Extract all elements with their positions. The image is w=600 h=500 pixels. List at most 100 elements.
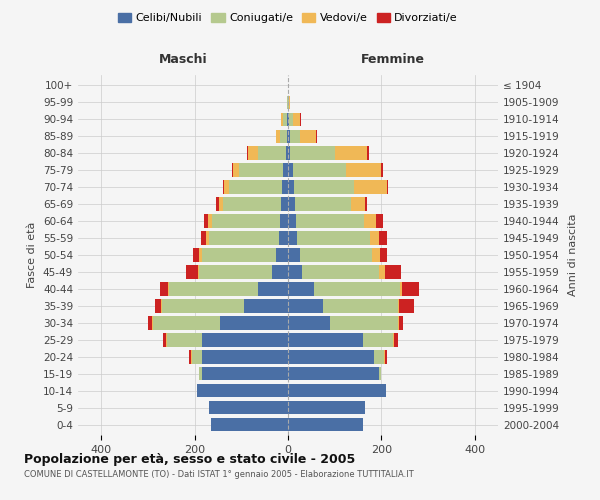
Bar bbox=[288, 180, 293, 194]
Bar bbox=[293, 164, 346, 176]
Bar bbox=[233, 164, 239, 176]
Bar bbox=[206, 232, 209, 244]
Bar bbox=[288, 316, 330, 330]
Bar bbox=[330, 316, 398, 330]
Bar bbox=[379, 266, 385, 278]
Bar bbox=[288, 418, 362, 432]
Bar bbox=[232, 164, 233, 176]
Bar bbox=[272, 266, 288, 278]
Bar bbox=[346, 164, 382, 176]
Bar bbox=[160, 282, 168, 296]
Bar bbox=[287, 130, 288, 143]
Bar bbox=[223, 198, 281, 210]
Bar bbox=[379, 367, 382, 380]
Bar bbox=[374, 350, 383, 364]
Bar bbox=[209, 232, 278, 244]
Bar bbox=[163, 334, 166, 346]
Bar bbox=[385, 266, 401, 278]
Bar bbox=[202, 367, 288, 380]
Bar bbox=[288, 334, 362, 346]
Bar bbox=[385, 350, 387, 364]
Bar bbox=[293, 180, 354, 194]
Bar bbox=[239, 164, 283, 176]
Y-axis label: Fasce di età: Fasce di età bbox=[28, 222, 37, 288]
Bar bbox=[199, 248, 202, 262]
Bar bbox=[281, 198, 288, 210]
Bar bbox=[288, 300, 323, 312]
Bar bbox=[354, 180, 387, 194]
Bar bbox=[215, 198, 220, 210]
Bar bbox=[166, 334, 167, 346]
Bar bbox=[314, 282, 400, 296]
Bar bbox=[203, 214, 208, 228]
Bar bbox=[287, 112, 288, 126]
Bar bbox=[370, 232, 379, 244]
Bar bbox=[289, 96, 290, 109]
Bar bbox=[280, 214, 288, 228]
Bar bbox=[288, 96, 289, 109]
Bar bbox=[186, 266, 198, 278]
Bar bbox=[220, 316, 288, 330]
Bar bbox=[257, 282, 288, 296]
Bar bbox=[247, 146, 248, 160]
Bar bbox=[276, 130, 280, 143]
Bar bbox=[362, 334, 393, 346]
Bar bbox=[295, 198, 351, 210]
Text: Popolazione per età, sesso e stato civile - 2005: Popolazione per età, sesso e stato civil… bbox=[24, 452, 355, 466]
Bar bbox=[168, 282, 169, 296]
Bar bbox=[288, 146, 290, 160]
Bar bbox=[283, 180, 288, 194]
Bar bbox=[193, 248, 199, 262]
Bar bbox=[400, 282, 403, 296]
Y-axis label: Anni di nascita: Anni di nascita bbox=[568, 214, 578, 296]
Bar bbox=[155, 300, 161, 312]
Text: COMUNE DI CASTELLAMONTE (TO) - Dati ISTAT 1° gennaio 2005 - Elaborazione TUTTITA: COMUNE DI CASTELLAMONTE (TO) - Dati ISTA… bbox=[24, 470, 414, 479]
Bar bbox=[148, 316, 152, 330]
Bar bbox=[299, 130, 316, 143]
Bar bbox=[288, 367, 379, 380]
Bar bbox=[188, 350, 191, 364]
Bar bbox=[289, 112, 293, 126]
Bar bbox=[288, 164, 293, 176]
Bar bbox=[288, 232, 298, 244]
Bar bbox=[394, 334, 398, 346]
Bar bbox=[290, 130, 299, 143]
Bar bbox=[197, 384, 288, 398]
Bar bbox=[199, 367, 202, 380]
Bar bbox=[288, 384, 386, 398]
Bar bbox=[351, 198, 365, 210]
Bar bbox=[293, 112, 299, 126]
Bar bbox=[201, 232, 206, 244]
Bar bbox=[364, 214, 376, 228]
Bar bbox=[202, 248, 277, 262]
Bar bbox=[398, 300, 399, 312]
Bar bbox=[283, 112, 287, 126]
Bar bbox=[380, 248, 388, 262]
Bar bbox=[335, 146, 367, 160]
Bar bbox=[162, 300, 244, 312]
Bar bbox=[288, 214, 296, 228]
Bar bbox=[288, 130, 290, 143]
Bar bbox=[288, 266, 302, 278]
Bar bbox=[248, 146, 257, 160]
Bar bbox=[287, 96, 288, 109]
Bar bbox=[393, 334, 394, 346]
Bar bbox=[161, 300, 162, 312]
Bar bbox=[244, 300, 288, 312]
Bar bbox=[152, 316, 220, 330]
Bar bbox=[212, 214, 280, 228]
Bar bbox=[229, 180, 283, 194]
Bar bbox=[220, 198, 223, 210]
Bar bbox=[288, 248, 299, 262]
Bar bbox=[191, 350, 193, 364]
Bar bbox=[211, 418, 288, 432]
Bar bbox=[283, 164, 288, 176]
Bar bbox=[193, 350, 202, 364]
Bar bbox=[290, 146, 335, 160]
Bar bbox=[367, 146, 369, 160]
Bar bbox=[288, 350, 374, 364]
Bar bbox=[398, 316, 403, 330]
Bar bbox=[302, 266, 379, 278]
Bar bbox=[277, 248, 288, 262]
Bar bbox=[278, 232, 288, 244]
